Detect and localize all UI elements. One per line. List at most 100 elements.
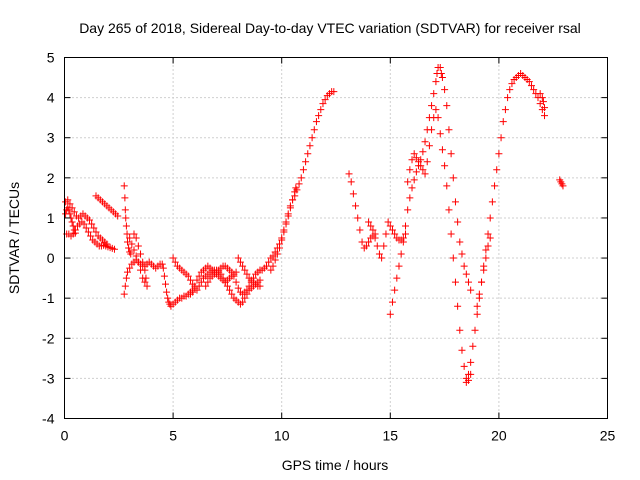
data-point [447,150,455,158]
data-point [527,82,535,90]
data-point [132,252,140,260]
data-point [473,302,481,310]
data-point [369,226,377,234]
data-point [87,232,95,240]
data-point [525,78,533,86]
x-tick-label: 20 [491,428,507,444]
data-point [443,182,451,190]
data-point [70,208,78,216]
data-point [291,188,299,196]
series-sat-m [256,88,338,274]
data-point [386,222,394,230]
data-point [456,326,464,334]
data-point [193,286,201,294]
y-tick-label: 5 [47,50,55,66]
data-point [122,274,130,282]
data-point [64,196,72,204]
data-point [402,222,410,230]
x-tick-label: 15 [383,428,399,444]
data-point [438,74,446,82]
data-point [432,78,440,86]
data-point [171,258,179,266]
data-point [159,264,167,272]
data-point [121,194,129,202]
data-point [312,118,320,126]
data-point [123,268,131,276]
data-point [530,86,538,94]
data-point [393,274,401,282]
data-point [228,268,236,276]
data-point [286,204,294,212]
data-point [241,294,249,302]
data-point [80,220,88,228]
data-point [504,94,512,102]
data-point [352,202,360,210]
data-point [249,274,257,282]
data-point [267,266,275,274]
data-point [204,278,212,286]
data-point [475,290,483,298]
y-tick-label: -4 [42,411,55,427]
data-point [241,266,249,274]
data-point [130,246,138,254]
data-point [163,288,171,296]
data-point [419,166,427,174]
data-point [193,276,201,284]
data-point [132,234,140,242]
y-tick-label: -2 [42,330,55,346]
x-axis-label: GPS time / hours [282,457,389,473]
data-point [230,272,238,280]
data-point [495,150,503,158]
data-point [141,266,149,274]
series-sat-f [120,182,135,258]
x-tick-label: 5 [169,428,177,444]
data-point [559,182,567,190]
data-point [123,230,131,238]
data-point [304,150,312,158]
data-point [273,250,281,258]
data-point [356,226,364,234]
data-point [282,220,290,228]
data-point [160,272,168,280]
series-sat-w [556,176,567,190]
series-sat-k [186,254,264,298]
series-sat-o [345,170,379,252]
data-point [412,154,420,162]
data-point [391,230,399,238]
axis-ticks: 0 5 10 15 20 25 -4 -3 -2 -1 0 1 2 3 4 5 [42,50,615,444]
data-point [404,178,412,186]
data-point [386,310,394,318]
data-point [126,234,134,242]
grid [64,57,608,419]
data-point [365,238,373,246]
data-point [451,198,459,206]
data-point [84,228,92,236]
data-point [310,126,318,134]
data-point [388,298,396,306]
data-point [430,90,438,98]
data-point [458,250,466,258]
data-point [441,162,449,170]
y-axis-label: SDTVAR / TECUs [6,182,22,294]
series-sat-d [92,192,122,220]
data-point [469,342,477,350]
series-sat-e [95,241,118,253]
data-point [432,106,440,114]
data-point [397,250,405,258]
data-point [82,224,90,232]
data-point [169,254,177,262]
y-tick-label: 1 [47,210,55,226]
data-point [541,112,549,120]
data-point [306,142,314,150]
data-point [68,218,76,226]
data-point [85,216,93,224]
data-point [415,158,423,166]
data-point [373,242,381,250]
data-point [484,242,492,250]
data-point [234,254,242,262]
data-point [130,230,138,238]
data-point [164,294,172,302]
data-point [497,134,505,142]
series-sat-l [202,262,264,298]
